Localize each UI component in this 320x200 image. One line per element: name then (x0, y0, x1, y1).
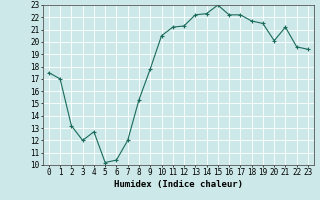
X-axis label: Humidex (Indice chaleur): Humidex (Indice chaleur) (114, 180, 243, 189)
